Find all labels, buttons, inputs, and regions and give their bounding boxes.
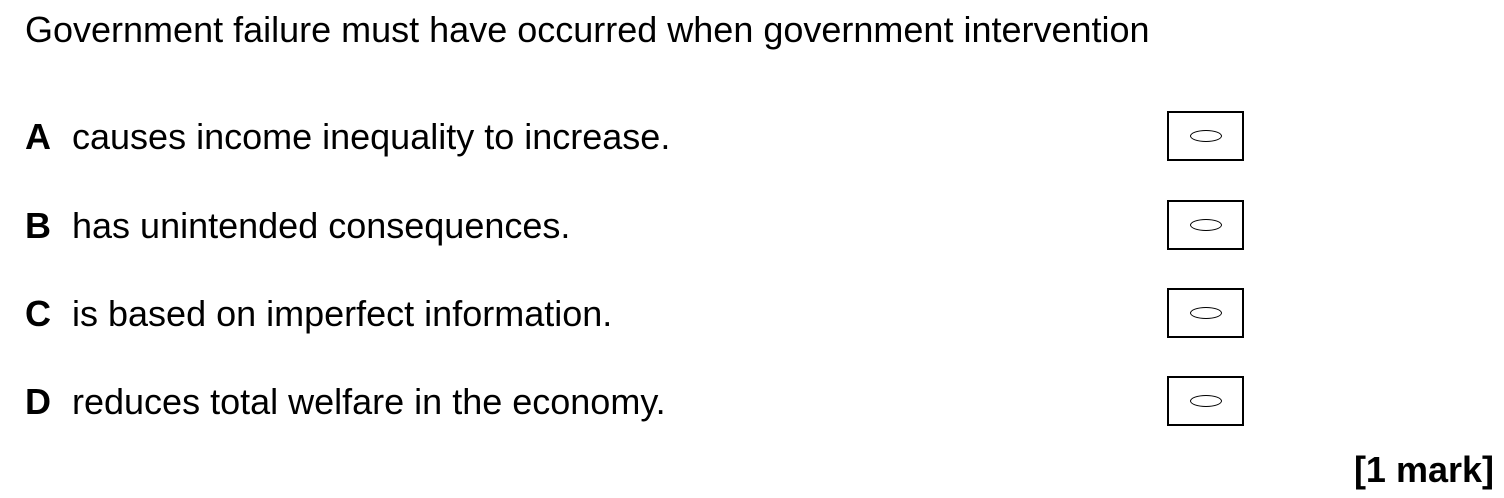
answer-box-c[interactable]	[1167, 288, 1244, 338]
option-letter: C	[25, 293, 51, 334]
answer-box-a[interactable]	[1167, 111, 1244, 161]
oval-bubble-icon	[1189, 395, 1222, 407]
answer-box-d[interactable]	[1167, 376, 1244, 426]
oval-bubble-icon	[1189, 130, 1222, 142]
option-letter: B	[25, 205, 51, 246]
option-row-b: B has unintended consequences.	[0, 200, 1504, 252]
option-text: causes income inequality to increase.	[72, 116, 671, 157]
option-row-a: A causes income inequality to increase.	[0, 111, 1504, 163]
option-letter: D	[25, 381, 51, 422]
option-text: reduces total welfare in the economy.	[72, 381, 666, 422]
answer-box-b[interactable]	[1167, 200, 1244, 250]
option-text: is based on imperfect information.	[72, 293, 613, 334]
option-row-d: D reduces total welfare in the economy.	[0, 376, 1504, 428]
option-row-c: C is based on imperfect information.	[0, 288, 1504, 340]
option-text: has unintended consequences.	[72, 205, 571, 246]
option-letter: A	[25, 116, 51, 157]
oval-bubble-icon	[1189, 307, 1222, 319]
question-stem: Government failure must have occurred wh…	[25, 9, 1150, 50]
oval-bubble-icon	[1189, 219, 1222, 231]
mark-allocation: [1 mark]	[1353, 449, 1494, 490]
